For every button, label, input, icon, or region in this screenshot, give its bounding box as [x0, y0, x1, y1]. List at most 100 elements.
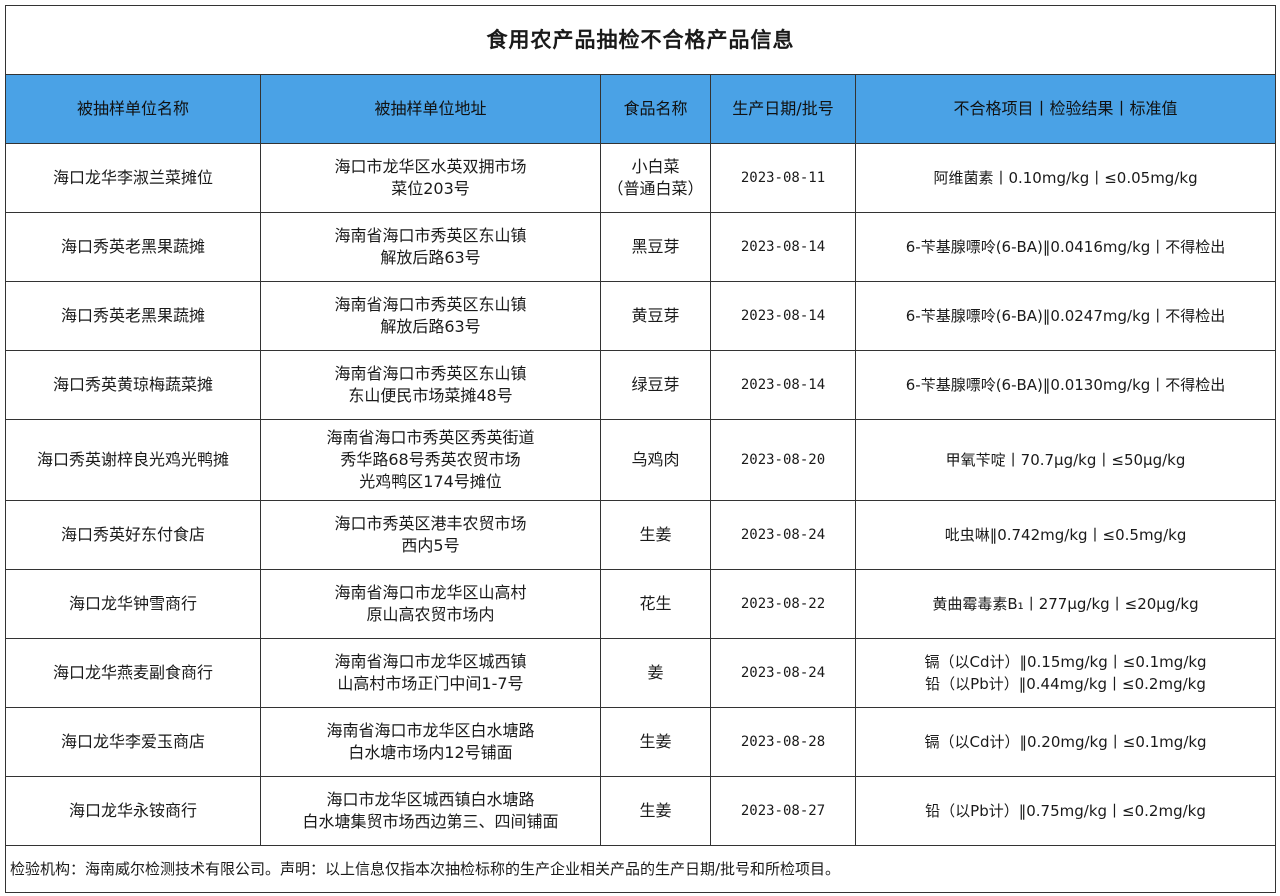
- cell-unit: 海口秀英老黑果蔬摊: [5, 281, 261, 351]
- cell-address: 海南省海口市秀英区东山镇 东山便民市场菜摊48号: [260, 350, 601, 420]
- address-line: 海南省海口市龙华区山高村: [334, 583, 527, 602]
- report-container: 食用农产品抽检不合格产品信息 被抽样单位名称 被抽样单位地址 食品名称 生产日期…: [4, 5, 1277, 893]
- address-line: 海口市龙华区水英双拥市场: [334, 157, 527, 176]
- table-row: 海口秀英黄琼梅蔬菜摊 海南省海口市秀英区东山镇 东山便民市场菜摊48号 绿豆芽 2023…: [5, 350, 1277, 420]
- table-title: 食用农产品抽检不合格产品信息: [4, 5, 1277, 75]
- food-line: 黄豆芽: [631, 306, 680, 325]
- result-line: 黄曲霉毒素B₁丨277μg/kg丨≤20μg/kg: [932, 595, 1199, 613]
- food-line: 生姜: [639, 525, 672, 544]
- cell-unit: 海口龙华李淑兰菜摊位: [5, 143, 261, 213]
- address-line: 海南省海口市龙华区城西镇: [334, 652, 527, 671]
- cell-result: 6-苄基腺嘌呤(6-BA)‖0.0130mg/kg丨不得检出: [854, 350, 1277, 420]
- cell-food: 生姜: [600, 500, 711, 570]
- header-unit: 被抽样单位名称: [5, 74, 261, 144]
- result-line: 铅（以Pb计）‖0.44mg/kg丨≤0.2mg/kg: [925, 675, 1206, 693]
- cell-result: 甲氧苄啶丨70.7μg/kg丨≤50μg/kg: [854, 419, 1277, 501]
- cell-result: 铅（以Pb计）‖0.75mg/kg丨≤0.2mg/kg: [854, 776, 1277, 846]
- cell-address: 海南省海口市秀英区东山镇 解放后路63号: [260, 281, 601, 351]
- cell-food: 生姜: [600, 776, 711, 846]
- cell-result: 阿维菌素丨0.10mg/kg丨≤0.05mg/kg: [854, 143, 1277, 213]
- cell-address: 海南省海口市龙华区白水塘路 白水塘市场内12号铺面: [260, 707, 601, 777]
- address-line: 山高村市场正门中间1-7号: [337, 674, 524, 693]
- header-food: 食品名称: [600, 74, 711, 144]
- table-row: 海口龙华李爱玉商店 海南省海口市龙华区白水塘路 白水塘市场内12号铺面 生姜 2023-…: [5, 707, 1277, 777]
- cell-unit: 海口秀英好东付食店: [5, 500, 261, 570]
- address-line: 海南省海口市秀英区东山镇: [334, 364, 527, 383]
- cell-result: 黄曲霉毒素B₁丨277μg/kg丨≤20μg/kg: [854, 569, 1277, 639]
- result-line: 6-苄基腺嘌呤(6-BA)‖0.0416mg/kg丨不得检出: [905, 238, 1226, 256]
- address-line: 海南省海口市秀英区东山镇: [334, 295, 527, 314]
- cell-unit: 海口秀英黄琼梅蔬菜摊: [5, 350, 261, 420]
- food-line: 黑豆芽: [631, 237, 680, 256]
- cell-result: 6-苄基腺嘌呤(6-BA)‖0.0247mg/kg丨不得检出: [854, 281, 1277, 351]
- cell-date: 2023-08-22: [710, 569, 856, 639]
- address-line: 光鸡鸭区174号摊位: [359, 472, 502, 491]
- cell-result: 镉（以Cd计）‖0.15mg/kg丨≤0.1mg/kg 铅（以Pb计）‖0.44m…: [854, 638, 1277, 708]
- cell-date: 2023-08-28: [710, 707, 856, 777]
- cell-address: 海南省海口市秀英区秀英街道 秀华路68号秀英农贸市场 光鸡鸭区174号摊位: [260, 419, 601, 501]
- cell-result: 镉（以Cd计）‖0.20mg/kg丨≤0.1mg/kg: [854, 707, 1277, 777]
- address-line: 原山高农贸市场内: [366, 605, 495, 624]
- address-line: 海南省海口市龙华区白水塘路: [326, 721, 535, 740]
- address-line: 西内5号: [401, 536, 460, 555]
- cell-food: 黄豆芽: [600, 281, 711, 351]
- result-line: 铅（以Pb计）‖0.75mg/kg丨≤0.2mg/kg: [925, 802, 1206, 820]
- table-row: 海口秀英老黑果蔬摊 海南省海口市秀英区东山镇 解放后路63号 黑豆芽 2023-08-1…: [5, 212, 1277, 282]
- food-line: 乌鸡肉: [631, 450, 680, 469]
- address-line: 秀华路68号秀英农贸市场: [340, 450, 521, 469]
- food-line: 花生: [639, 594, 672, 613]
- table-body: 海口龙华李淑兰菜摊位 海口市龙华区水英双拥市场 菜位203号 小白菜 （普通白菜） 202…: [5, 143, 1277, 846]
- cell-date: 2023-08-24: [710, 638, 856, 708]
- result-line: 吡虫啉‖0.742mg/kg丨≤0.5mg/kg: [944, 526, 1187, 544]
- cell-food: 黑豆芽: [600, 212, 711, 282]
- food-line: 生姜: [639, 801, 672, 820]
- result-line: 甲氧苄啶丨70.7μg/kg丨≤50μg/kg: [945, 451, 1186, 469]
- cell-food: 生姜: [600, 707, 711, 777]
- cell-unit: 海口秀英谢梓良光鸡光鸭摊: [5, 419, 261, 501]
- table-row: 海口秀英老黑果蔬摊 海南省海口市秀英区东山镇 解放后路63号 黄豆芽 2023-08-1…: [5, 281, 1277, 351]
- address-line: 白水塘市场内12号铺面: [348, 743, 513, 762]
- inspection-table: 食用农产品抽检不合格产品信息 被抽样单位名称 被抽样单位地址 食品名称 生产日期…: [4, 5, 1277, 893]
- cell-food: 花生: [600, 569, 711, 639]
- cell-unit: 海口龙华李爱玉商店: [5, 707, 261, 777]
- address-line: 菜位203号: [391, 179, 470, 198]
- address-line: 解放后路63号: [380, 317, 481, 336]
- cell-food: 姜: [600, 638, 711, 708]
- footer-note: 检验机构：海南威尔检测技术有限公司。声明：以上信息仅指本次抽检标称的生产企业相关…: [4, 845, 1277, 893]
- cell-food: 绿豆芽: [600, 350, 711, 420]
- result-line: 镉（以Cd计）‖0.20mg/kg丨≤0.1mg/kg: [924, 733, 1207, 751]
- food-line: 小白菜: [631, 157, 680, 176]
- cell-address: 海南省海口市龙华区城西镇 山高村市场正门中间1-7号: [260, 638, 601, 708]
- table-row: 海口秀英好东付食店 海口市秀英区港丰农贸市场 西内5号 生姜 2023-08-24 吡虫啉…: [5, 500, 1277, 570]
- result-line: 6-苄基腺嘌呤(6-BA)‖0.0247mg/kg丨不得检出: [905, 307, 1226, 325]
- cell-food: 乌鸡肉: [600, 419, 711, 501]
- address-line: 海南省海口市秀英区秀英街道: [326, 428, 535, 447]
- header-address: 被抽样单位地址: [260, 74, 601, 144]
- cell-address: 海南省海口市秀英区东山镇 解放后路63号: [260, 212, 601, 282]
- food-line: （普通白菜）: [607, 179, 704, 198]
- cell-unit: 海口龙华永铵商行: [5, 776, 261, 846]
- result-line: 阿维菌素丨0.10mg/kg丨≤0.05mg/kg: [933, 169, 1198, 187]
- address-line: 白水塘集贸市场西边第三、四间铺面: [302, 812, 559, 831]
- table-row: 海口龙华钟雪商行 海南省海口市龙华区山高村 原山高农贸市场内 花生 2023-08-22…: [5, 569, 1277, 639]
- address-line: 海口市秀英区港丰农贸市场: [334, 514, 527, 533]
- header-date: 生产日期/批号: [710, 74, 856, 144]
- food-line: 生姜: [639, 732, 672, 751]
- cell-unit: 海口龙华燕麦副食商行: [5, 638, 261, 708]
- cell-result: 吡虫啉‖0.742mg/kg丨≤0.5mg/kg: [854, 500, 1277, 570]
- cell-unit: 海口龙华钟雪商行: [5, 569, 261, 639]
- cell-date: 2023-08-24: [710, 500, 856, 570]
- result-line: 6-苄基腺嘌呤(6-BA)‖0.0130mg/kg丨不得检出: [905, 376, 1226, 394]
- cell-date: 2023-08-27: [710, 776, 856, 846]
- address-line: 海南省海口市秀英区东山镇: [334, 226, 527, 245]
- address-line: 解放后路63号: [380, 248, 481, 267]
- cell-address: 海口市龙华区城西镇白水塘路 白水塘集贸市场西边第三、四间铺面: [260, 776, 601, 846]
- result-line: 镉（以Cd计）‖0.15mg/kg丨≤0.1mg/kg: [924, 653, 1207, 671]
- header-result: 不合格项目丨检验结果丨标准值: [854, 74, 1277, 144]
- table-row: 海口秀英谢梓良光鸡光鸭摊 海南省海口市秀英区秀英街道 秀华路68号秀英农贸市场 光鸡鸭…: [5, 419, 1277, 501]
- table-row: 海口龙华燕麦副食商行 海南省海口市龙华区城西镇 山高村市场正门中间1-7号姜 2023…: [5, 638, 1277, 708]
- address-line: 东山便民市场菜摊48号: [348, 386, 513, 405]
- cell-unit: 海口秀英老黑果蔬摊: [5, 212, 261, 282]
- food-line: 姜: [647, 663, 664, 682]
- cell-address: 海南省海口市龙华区山高村 原山高农贸市场内: [260, 569, 601, 639]
